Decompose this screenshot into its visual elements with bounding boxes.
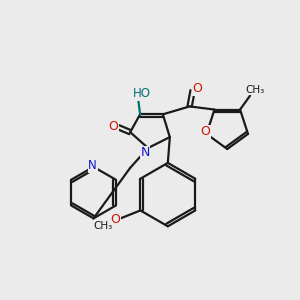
Text: O: O [201, 125, 211, 139]
Text: N: N [140, 146, 150, 160]
Text: O: O [193, 82, 202, 95]
Text: HO: HO [133, 87, 151, 100]
Text: CH₃: CH₃ [245, 85, 265, 95]
Text: O: O [111, 213, 121, 226]
Text: N: N [88, 159, 97, 172]
Text: O: O [108, 120, 118, 133]
Text: CH₃: CH₃ [93, 221, 112, 231]
